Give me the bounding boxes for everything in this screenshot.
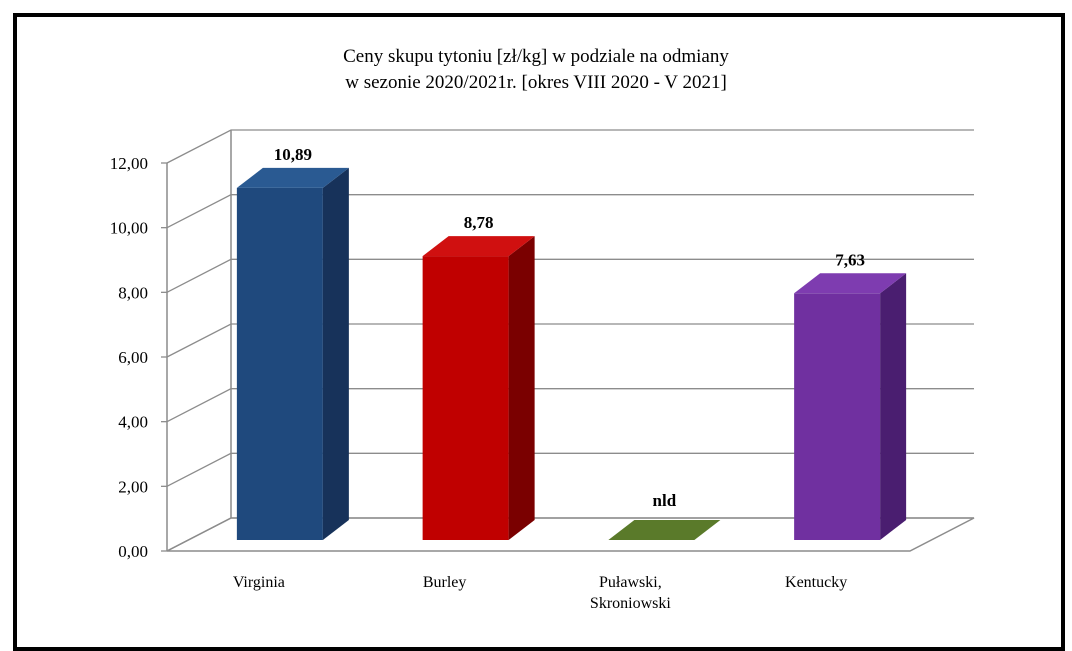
data-label: 10,89 [274, 145, 312, 164]
bar-front [236, 187, 323, 540]
y-tick-label: 10,00 [110, 219, 148, 238]
bar [422, 236, 535, 540]
gridline [166, 194, 974, 229]
data-labels: 10,89 8,78 nld 7,63 [274, 145, 865, 510]
gridline [166, 129, 974, 164]
y-tick-label: 12,00 [110, 154, 148, 173]
y-axis-ticks: 0,00 2,00 4,00 6,00 8,00 10,00 12,00 [110, 154, 148, 561]
gridline [166, 323, 974, 358]
x-category-label: Burley [423, 574, 467, 591]
x-category-label: Kentucky [785, 574, 847, 591]
y-tick-label: 2,00 [118, 477, 148, 496]
y-tick-label: 0,00 [118, 542, 148, 561]
bar [794, 273, 907, 540]
gridline [166, 388, 974, 423]
x-category-label: Virginia [233, 574, 285, 591]
bar [608, 520, 721, 540]
bar [236, 167, 349, 540]
bar-top [236, 167, 349, 188]
chart-title-line-1: Ceny skupu tytoniu [zł/kg] w podziale na… [343, 46, 729, 67]
x-axis-categories: Virginia Burley Puławski, Skroniowski Kentuc… [233, 574, 847, 612]
bar-top [794, 273, 907, 294]
x-category-label: Puławski, [599, 574, 662, 591]
bar-side [508, 236, 535, 540]
bars [236, 167, 907, 540]
gridline [166, 452, 974, 487]
y-tick-label: 8,00 [118, 283, 148, 302]
data-label: 7,63 [835, 250, 865, 269]
chart-title-line-2: w sezonie 2020/2021r. [okres VIII 2020 -… [345, 72, 727, 93]
bar-front [422, 256, 509, 540]
bar-flat [608, 520, 721, 540]
gridlines [161, 129, 974, 552]
gridline [166, 517, 974, 552]
bar-top [422, 236, 535, 257]
bar-side [880, 273, 907, 540]
bar-front [794, 293, 881, 540]
y-tick-label: 6,00 [118, 348, 148, 367]
y-tick-label: 4,00 [118, 413, 148, 432]
data-label: nld [653, 491, 677, 510]
gridline [166, 258, 974, 293]
data-label: 8,78 [464, 213, 494, 232]
bar-side [322, 167, 349, 540]
x-category-label: Skroniowski [590, 595, 671, 612]
